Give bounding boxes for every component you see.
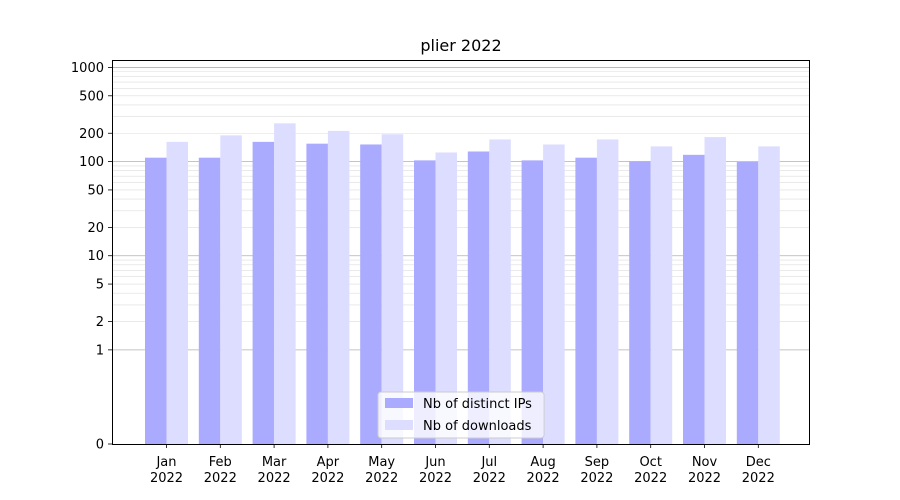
legend-box: [377, 391, 545, 439]
x-tick-label-month: May: [368, 455, 395, 470]
legend-label: Nb of downloads: [423, 419, 532, 434]
x-tick-label-month: Apr: [317, 455, 340, 470]
x-axis: Jan2022Feb2022Mar2022Apr2022May2022Jun20…: [150, 444, 775, 486]
legend-swatch: [385, 420, 413, 430]
bar-distinct-ips-apr: [306, 143, 328, 444]
bar-distinct-ips-nov: [683, 154, 705, 444]
y-tick-label: 100: [79, 155, 104, 170]
y-axis: 0 1 2 5 10 20 50 100 200 500 1000: [71, 61, 112, 453]
x-tick-label-month: Mar: [262, 455, 287, 470]
bar-distinct-ips-mar: [252, 141, 275, 444]
bar-distinct-ips-feb: [198, 157, 221, 444]
x-tick-label-year: 2022: [634, 471, 667, 486]
bar-distinct-ips-oct: [629, 161, 651, 444]
plot-frame: [112, 60, 810, 445]
y-tick-label: 500: [79, 89, 104, 104]
x-tick-label-year: 2022: [580, 471, 613, 486]
x-tick-label-year: 2022: [311, 471, 344, 486]
y-tick-label: 1000: [71, 61, 104, 76]
x-tick-label-month: Jan: [155, 455, 176, 470]
x-tick-label-month: Aug: [530, 455, 555, 470]
bar-downloads-apr: [327, 130, 350, 445]
legend: Nb of distinct IPs Nb of downloads: [377, 391, 545, 439]
x-tick-label-month: Jul: [480, 455, 497, 470]
y-tick-label: 20: [87, 221, 104, 236]
y-tick-label: 0: [96, 438, 104, 453]
bars-layer: [145, 123, 780, 445]
x-tick-label-year: 2022: [527, 471, 560, 486]
x-tick-label-month: Nov: [692, 455, 718, 470]
x-tick-label-month: Jun: [424, 455, 445, 470]
x-tick-label-year: 2022: [419, 471, 452, 486]
bar-distinct-ips-jul: [467, 151, 490, 444]
x-tick-label-year: 2022: [150, 471, 183, 486]
x-tick-label-year: 2022: [365, 471, 398, 486]
y-tick-label: 5: [96, 278, 104, 293]
y-tick-label: 50: [87, 183, 104, 198]
x-tick-label-year: 2022: [742, 471, 775, 486]
y-tick-label: 1: [96, 343, 104, 358]
x-tick-label-year: 2022: [688, 471, 721, 486]
x-tick-label-year: 2022: [204, 471, 237, 486]
y-tick-label: 200: [79, 127, 104, 142]
bar-downloads-may: [381, 134, 404, 444]
legend-swatch: [385, 398, 413, 408]
x-tick-label-month: Sep: [585, 455, 610, 470]
bar-downloads-jul: [489, 139, 511, 444]
bar-downloads-jun: [435, 152, 457, 445]
bar-downloads-jan: [166, 141, 188, 444]
bar-distinct-ips-jan: [145, 157, 167, 444]
bar-downloads-mar: [274, 123, 296, 444]
legend-label: Nb of distinct IPs: [423, 397, 532, 412]
bar-distinct-ips-jun: [414, 160, 436, 444]
bar-downloads-sep: [596, 139, 619, 444]
bar-downloads-nov: [704, 137, 726, 445]
x-tick-label-month: Feb: [209, 455, 232, 470]
x-tick-label-year: 2022: [258, 471, 291, 486]
bar-distinct-ips-dec: [736, 161, 759, 444]
chart-title: plier 2022: [420, 36, 501, 55]
bar-downloads-aug: [543, 144, 565, 444]
bar-distinct-ips-aug: [521, 160, 544, 444]
bar-downloads-oct: [650, 146, 673, 444]
bar-downloads-dec: [758, 146, 780, 444]
bar-downloads-feb: [220, 135, 242, 444]
y-tick-label: 10: [87, 249, 104, 264]
bar-distinct-ips-may: [360, 144, 382, 444]
y-tick-label: 2: [96, 315, 104, 330]
x-tick-label-year: 2022: [473, 471, 506, 486]
x-tick-label-month: Dec: [746, 455, 771, 470]
bar-distinct-ips-sep: [575, 157, 597, 444]
x-tick-label-month: Oct: [639, 455, 661, 470]
